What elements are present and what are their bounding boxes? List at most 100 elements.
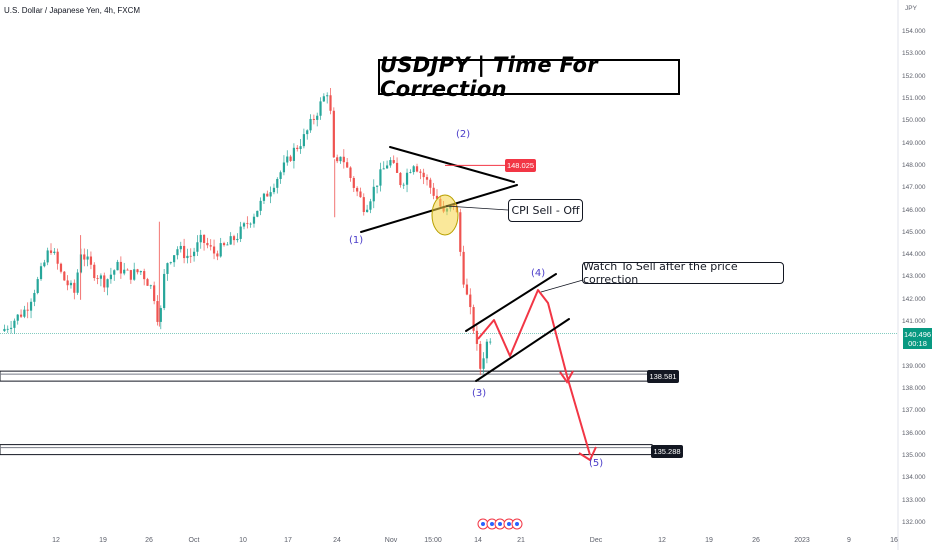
candle: [23, 305, 26, 319]
candle-body: [369, 201, 372, 210]
price-tick-label: 133.000: [902, 496, 926, 504]
candle-body: [19, 314, 23, 317]
candle-body: [356, 187, 359, 192]
candle-body: [422, 172, 425, 178]
price-tick-label: 132.000: [902, 518, 926, 526]
candle-body: [482, 358, 485, 369]
candle-body: [342, 156, 345, 163]
candle: [302, 128, 305, 149]
candle-body: [99, 275, 103, 279]
candle-body: [183, 245, 186, 259]
candle-body: [219, 243, 222, 257]
candle: [16, 314, 19, 325]
candle: [113, 269, 116, 281]
candle: [359, 187, 362, 198]
candle-body: [389, 160, 392, 166]
candle: [479, 340, 482, 376]
time-tick-label: 26: [752, 537, 760, 544]
wave-label-1: (1): [349, 235, 364, 246]
candle: [316, 112, 319, 127]
candle-body: [13, 320, 16, 328]
candle-body: [66, 280, 69, 286]
candle: [465, 278, 469, 296]
time-tick-label: Oct: [188, 537, 200, 544]
candle-body: [49, 250, 53, 253]
triangle-upper-trendline: [389, 146, 515, 183]
candle-body: [169, 262, 172, 264]
candle: [189, 248, 192, 264]
candle-body: [329, 95, 332, 111]
candle-body: [292, 147, 296, 161]
candle-body: [199, 234, 202, 243]
candle-body: [179, 245, 182, 250]
economic-event-icon-dot: [507, 522, 511, 526]
support-band-2: [0, 444, 653, 456]
candle-body: [39, 266, 43, 280]
candle-body: [429, 179, 432, 188]
candle-body: [186, 255, 189, 259]
cpi-callout-text: CPI Sell - Off: [511, 204, 580, 217]
price-tick-label: 141.000: [902, 318, 926, 326]
candle-body: [372, 186, 375, 202]
support-band-1: [0, 370, 677, 382]
candle: [86, 249, 89, 267]
price-tick-label: 136.000: [902, 429, 926, 437]
candle: [299, 138, 302, 154]
candle-body: [326, 95, 329, 97]
candle: [382, 161, 385, 170]
candle-body: [296, 147, 299, 150]
candle: [229, 232, 232, 245]
candle: [66, 275, 69, 291]
candle: [206, 237, 209, 249]
candle: [3, 324, 6, 332]
candle-body: [379, 169, 382, 186]
candle-body: [316, 115, 319, 120]
candle: [395, 157, 399, 174]
candle-body: [479, 343, 482, 369]
candle-body: [336, 157, 339, 162]
candle-body: [16, 314, 19, 321]
candle-body: [302, 134, 305, 147]
price-tick-label: 149.000: [902, 139, 926, 147]
candle: [252, 213, 256, 228]
candle: [259, 197, 262, 216]
candle: [462, 245, 465, 288]
candle-body: [93, 264, 96, 279]
candle: [346, 157, 349, 168]
candle: [63, 271, 66, 281]
candle: [366, 204, 369, 213]
candle: [309, 114, 312, 133]
time-tick-label: 17: [284, 537, 292, 544]
candle-body: [106, 279, 109, 288]
candle-body: [319, 101, 322, 116]
candle: [129, 269, 132, 284]
candle-body: [465, 284, 469, 295]
candle-body: [485, 341, 489, 359]
candle-body: [229, 236, 232, 245]
candle: [425, 174, 429, 186]
candle: [33, 289, 36, 307]
candle: [356, 186, 359, 197]
candle-body: [126, 269, 129, 271]
candle: [126, 268, 129, 271]
candle: [385, 160, 389, 169]
candle: [173, 254, 176, 267]
candle-body: [222, 243, 226, 246]
candle-body: [299, 146, 302, 150]
candle: [369, 198, 372, 214]
candle: [166, 262, 169, 281]
candle: [183, 238, 186, 264]
candle-body: [109, 274, 112, 280]
candle: [196, 235, 199, 257]
candle: [46, 247, 49, 266]
candle: [249, 222, 252, 228]
candle-body: [86, 256, 89, 260]
candle: [139, 270, 142, 275]
candle: [19, 309, 23, 318]
candle: [199, 229, 202, 249]
candle: [379, 162, 382, 192]
candle: [336, 154, 339, 164]
candle-body: [3, 328, 6, 332]
candle: [226, 242, 229, 246]
